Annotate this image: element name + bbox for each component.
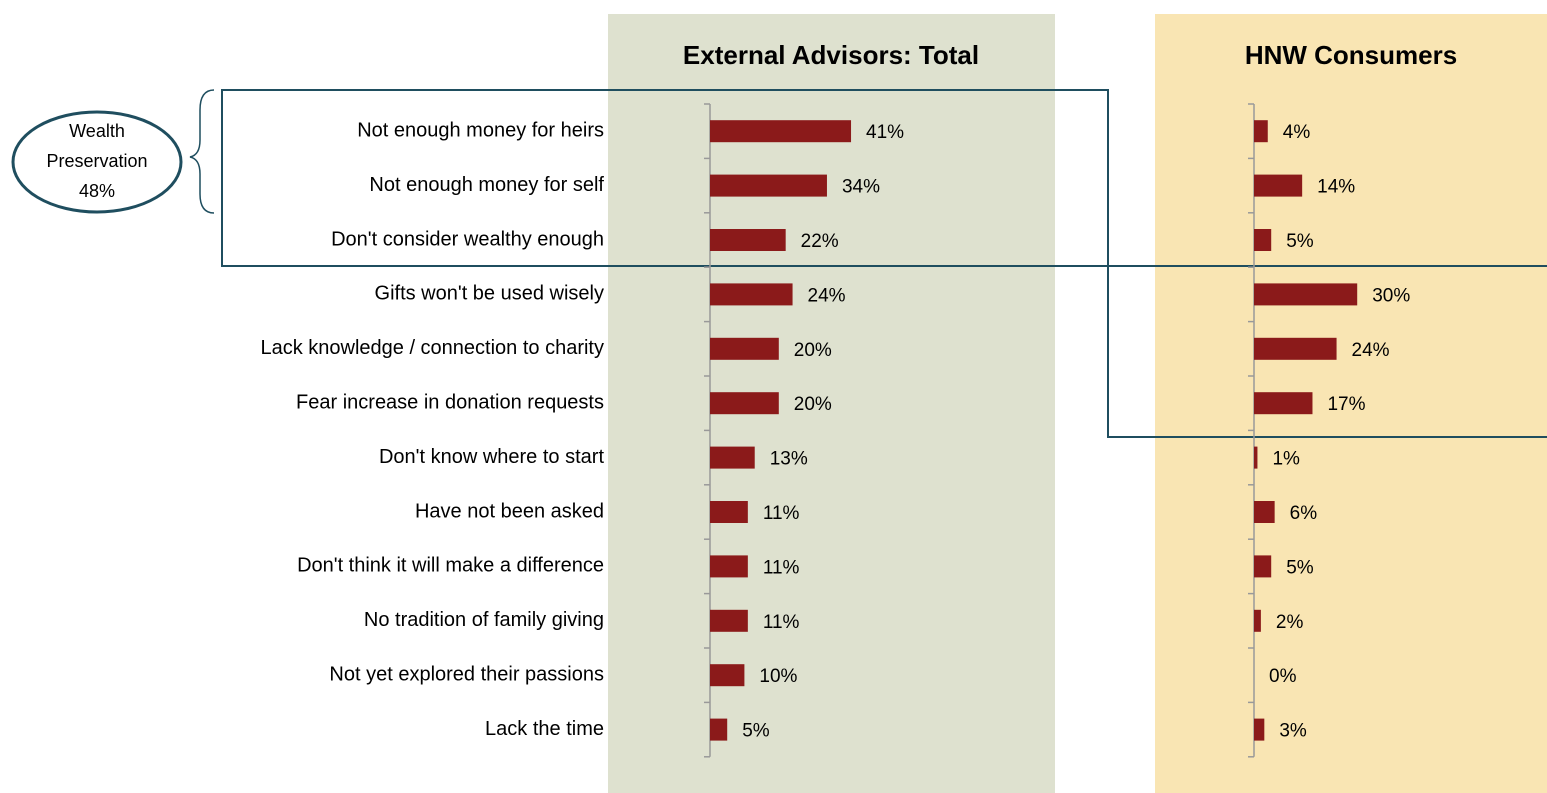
bar [710,718,728,741]
brace [189,89,215,214]
value-label: 10% [759,666,797,687]
bar [1254,283,1358,306]
bar [710,609,748,632]
category-label: Don't think it will make a difference [297,555,604,577]
bar [1254,609,1261,632]
category-label: Lack the time [485,718,604,740]
value-label: 34% [842,177,880,198]
bar [1254,555,1272,578]
category-label: Don't know where to start [379,446,604,468]
value-label: 20% [794,340,832,361]
value-label: 17% [1327,394,1365,415]
bar [710,446,755,469]
bar [1254,229,1272,251]
bar [1254,718,1265,741]
highlight-box [1107,265,1547,438]
value-label: 6% [1290,503,1318,524]
bar [1254,120,1268,143]
bar [710,555,748,578]
value-label: 41% [866,122,904,143]
value-label: 22% [801,231,839,252]
bar [1254,337,1337,360]
bar [710,174,827,197]
category-label: Lack knowledge / connection to charity [260,337,604,359]
bar [1254,392,1313,415]
bar [710,392,779,415]
value-label: 30% [1372,285,1410,306]
annotation-text: 48% [79,181,115,201]
value-label: 4% [1283,122,1311,143]
value-label: 24% [808,285,846,306]
category-label: Not enough money for heirs [357,119,604,141]
category-label: Have not been asked [415,500,604,522]
bar [1254,501,1275,523]
bar [710,664,745,687]
value-label: 1% [1272,449,1300,470]
value-label: 11% [763,612,800,633]
panel-bg [1155,14,1547,793]
value-label: 11% [763,557,800,578]
value-label: 5% [1286,557,1314,578]
panel-bg [608,14,1055,793]
annotation-ellipse [11,110,183,214]
bar [710,501,748,523]
annotation-text: Wealth [69,121,125,141]
category-label: No tradition of family giving [364,609,604,631]
bar [1254,174,1303,197]
value-label: 5% [742,721,770,742]
value-label: 3% [1279,721,1307,742]
value-label: 5% [1286,231,1314,252]
annotation-text: Preservation [46,151,147,171]
highlight-box [221,89,1109,267]
value-label: 0% [1269,666,1297,687]
category-label: Not yet explored their passions [329,663,604,685]
panel-title: External Advisors: Total [683,40,979,70]
category-label: Gifts won't be used wisely [375,283,604,305]
value-label: 20% [794,394,832,415]
value-label: 11% [763,503,800,524]
category-label: Not enough money for self [369,174,604,196]
panel-title: HNW Consumers [1245,40,1457,70]
category-label: Don't consider wealthy enough [331,228,604,250]
value-label: 13% [770,449,808,470]
category-label: Fear increase in donation requests [296,391,604,413]
bar [710,120,852,143]
bar [1254,446,1258,469]
value-label: 24% [1352,340,1390,361]
bar [710,337,779,360]
bar [710,283,793,306]
value-label: 14% [1317,177,1355,198]
bar [710,229,786,251]
value-label: 2% [1276,612,1304,633]
